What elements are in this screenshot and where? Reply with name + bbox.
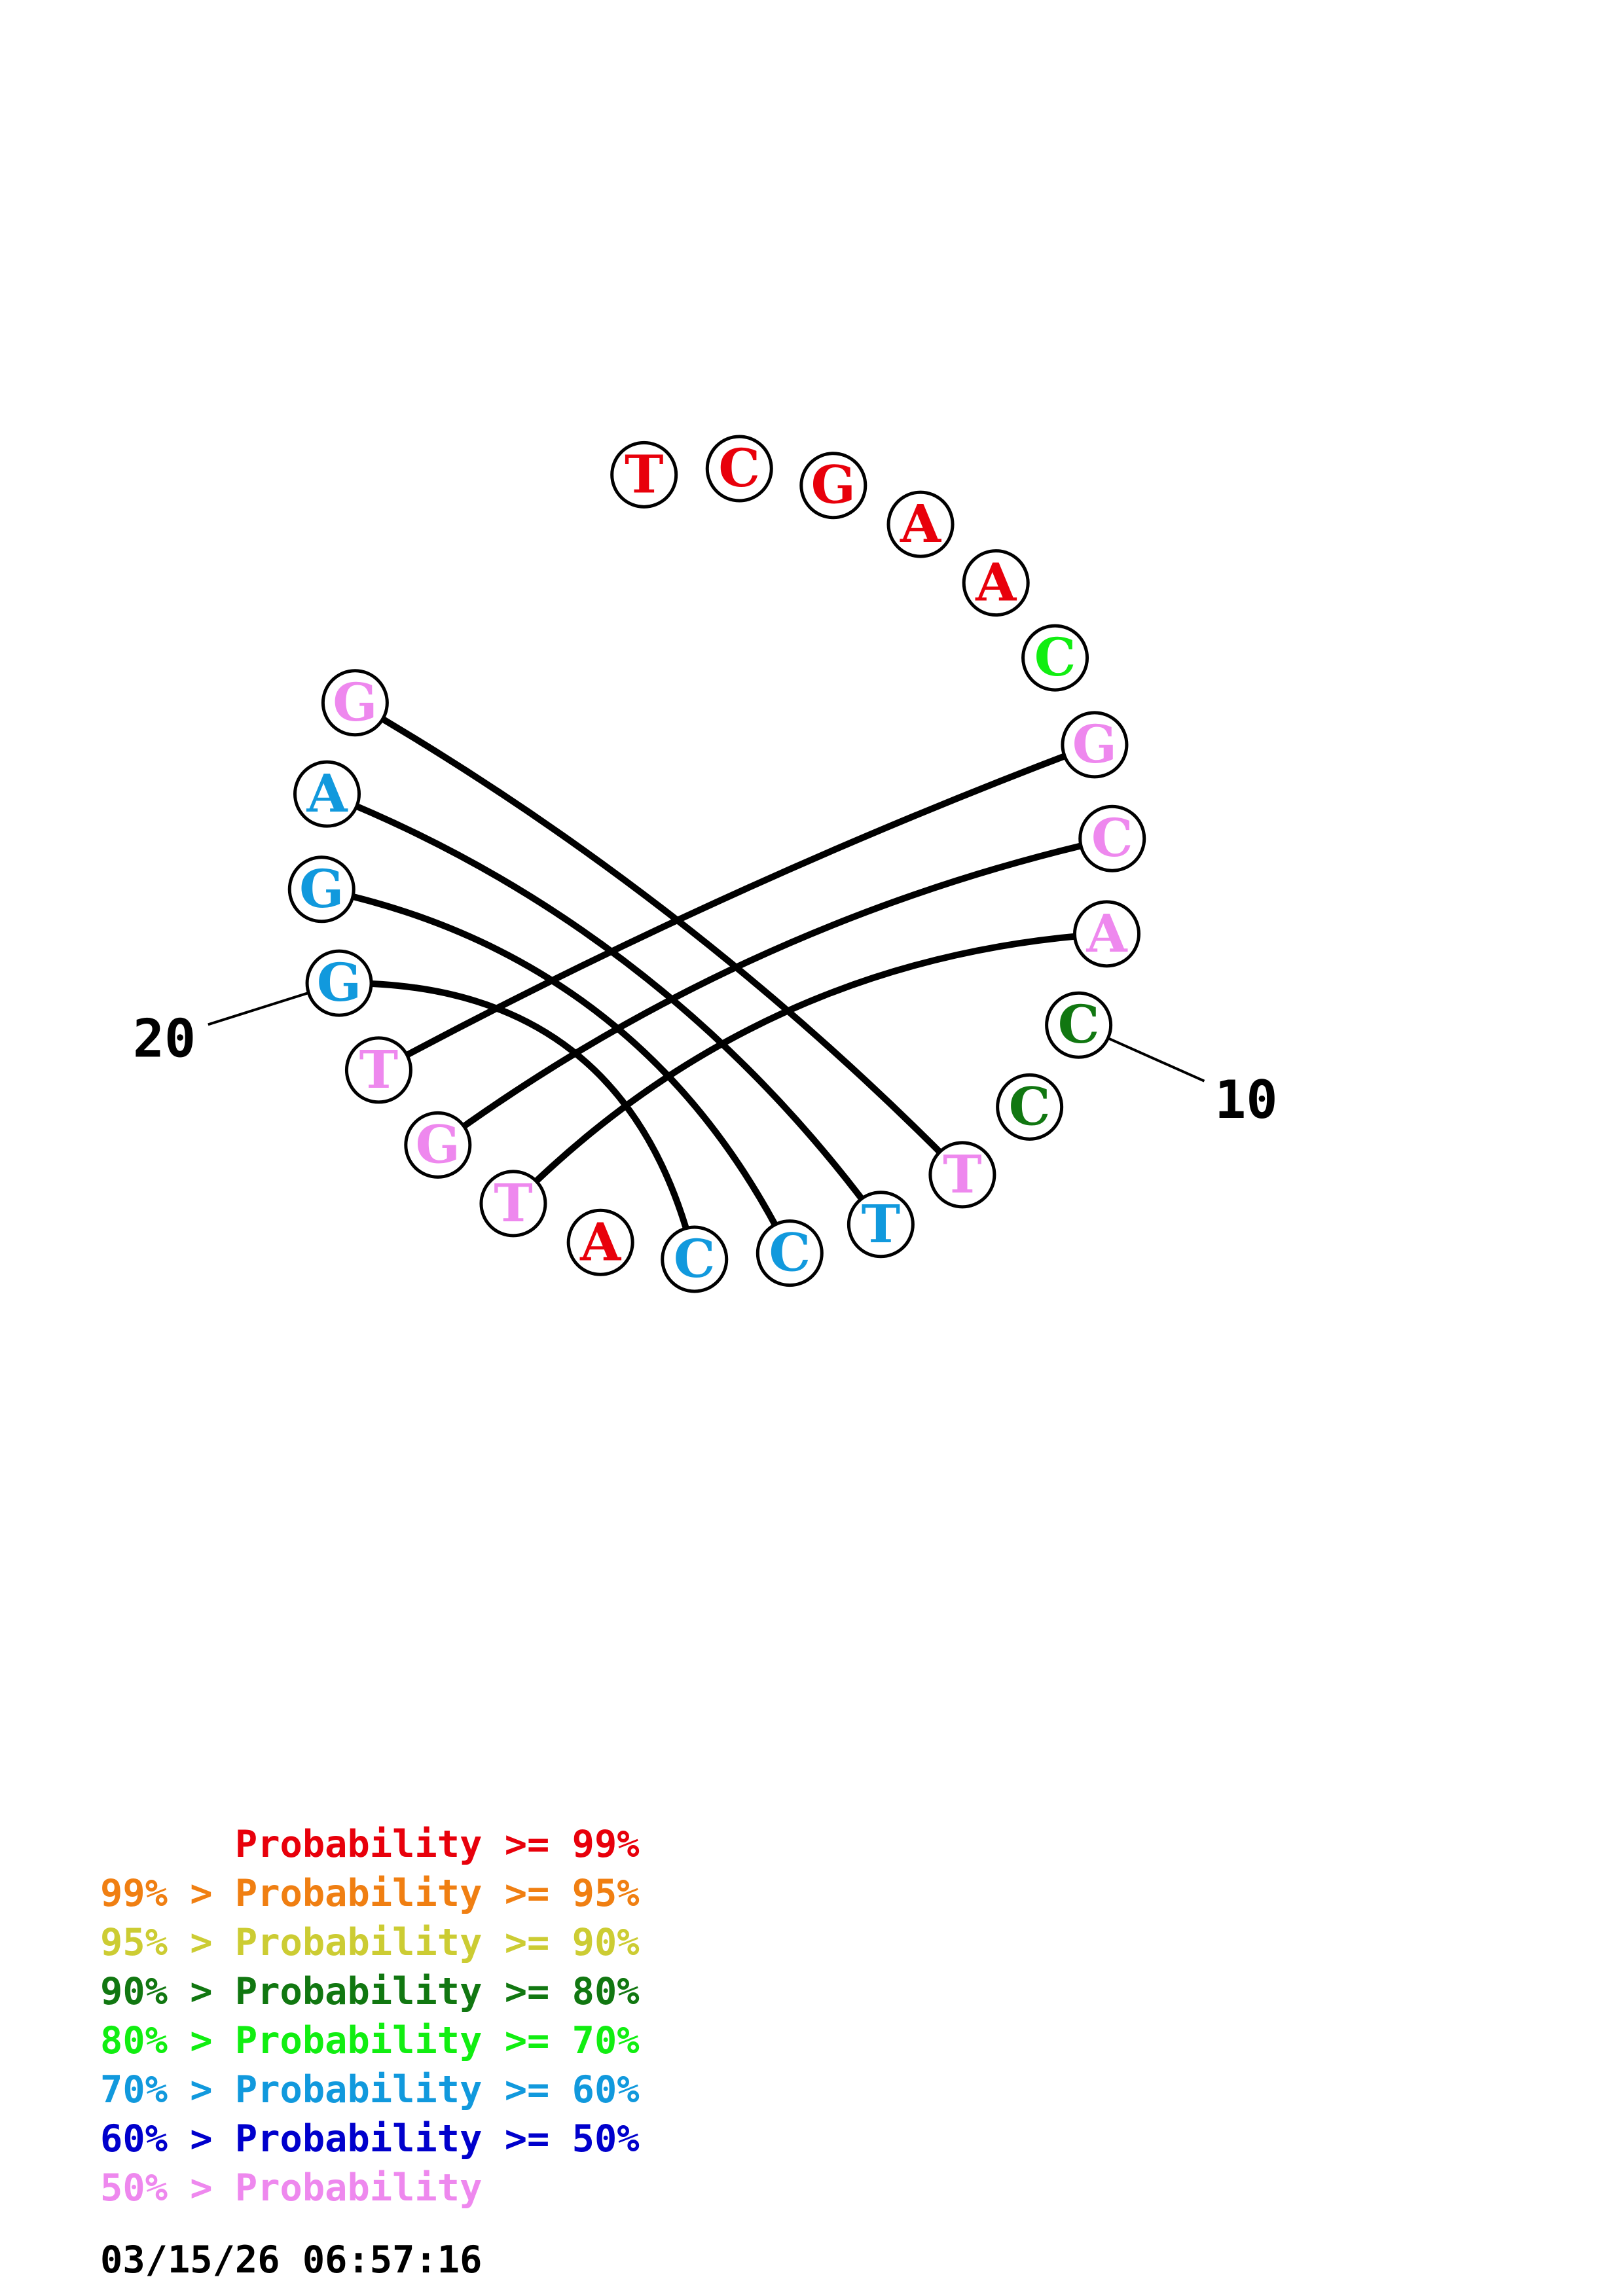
nucleotide-circle (479, 1170, 547, 1238)
pair-arc-14-21 (318, 886, 793, 1257)
nucleotide-circle (661, 1225, 729, 1293)
nucleotide-circle (1045, 991, 1113, 1059)
nucleotide-circle (321, 669, 389, 737)
nucleotide-17: T (479, 1170, 547, 1238)
nucleotide-10: C (1045, 991, 1113, 1059)
nucleotide-letter: G (416, 1113, 460, 1175)
timestamp: 03/15/26 06:57:16 (100, 2238, 482, 2282)
nucleotide-letter: T (943, 1143, 982, 1205)
nucleotide-20: G (305, 949, 373, 1017)
nucleotide-circle (344, 1036, 412, 1104)
nucleotide-letter: A (306, 762, 348, 824)
pair-arc-8-18 (434, 835, 1116, 1149)
nucleotide-circle (1061, 711, 1129, 779)
base-pair-arcs (318, 699, 1116, 1263)
nucleotide-letter: A (579, 1211, 621, 1272)
nucleotide-3: G (799, 452, 867, 520)
nucleotide-letter: G (1072, 713, 1117, 775)
nucleotide-circle (756, 1219, 824, 1287)
tick-line-10 (1107, 1037, 1205, 1083)
legend-line-2: 99% > Probability >= 95% (100, 1872, 640, 1915)
nucleotide-1: T (610, 440, 678, 509)
legend-line-7: 60% > Probability >= 50% (100, 2117, 640, 2161)
nucleotide-8: C (1078, 804, 1146, 872)
nucleotide-letter: C (674, 1228, 716, 1289)
nucleotide-letter: A (900, 493, 941, 554)
nucleotide-5: A (962, 549, 1030, 617)
tick-label-10: 10 (1214, 1069, 1277, 1130)
nucleotide-circle (305, 949, 373, 1017)
nucleotide-circle (293, 760, 361, 828)
nucleotide-letter: T (862, 1193, 901, 1255)
nucleotide-letter: C (718, 437, 760, 499)
legend-line-6: 70% > Probability >= 60% (100, 2068, 640, 2111)
nucleotide-18: G (404, 1111, 472, 1179)
nucleotide-letter: C (1034, 626, 1076, 688)
nucleotide-11: C (996, 1073, 1064, 1141)
nucleotide-circle (1078, 804, 1146, 872)
nucleotide-letter: T (494, 1172, 533, 1234)
pair-arc-12-23 (352, 699, 966, 1178)
nucleotide-letter: C (1009, 1075, 1051, 1137)
nucleotide-circle (799, 452, 867, 520)
nucleotide-circle (566, 1208, 634, 1276)
nucleotide-letter: G (317, 952, 361, 1013)
legend-line-5: 80% > Probability >= 70% (100, 2019, 640, 2062)
nucleotide-4: A (886, 490, 955, 558)
nucleotide-circle (610, 440, 678, 509)
nucleotide-circle (1072, 900, 1140, 968)
tick-line-20 (208, 992, 309, 1026)
nucleotide-letter: C (1091, 807, 1133, 869)
legend-line-1: Probability >= 99% (100, 1823, 640, 1866)
nucleotide-circle (962, 549, 1030, 617)
nucleotide-circle (996, 1073, 1064, 1141)
nucleotide-circle (404, 1111, 472, 1179)
nucleotide-letter: A (1085, 903, 1127, 964)
legend-line-4: 90% > Probability >= 80% (100, 1970, 640, 2013)
nucleotide-22: A (293, 760, 361, 828)
nucleotide-letter: C (769, 1222, 811, 1283)
nucleotide-15: C (661, 1225, 729, 1293)
pair-arc-9-17 (509, 930, 1110, 1207)
nucleotide-letter: A (975, 552, 1017, 613)
nucleotide-circle (705, 435, 773, 503)
legend-line-3: 95% > Probability >= 90% (100, 1921, 640, 1964)
nucleotide-circle (1021, 624, 1089, 692)
nucleotide-letter: G (299, 858, 344, 920)
probability-legend: Probability >= 99% 99% > Probability >= 9… (100, 1823, 640, 2210)
nucleotide-13: T (847, 1191, 915, 1259)
nucleotide-circle (886, 490, 955, 558)
pair-arc-15-20 (336, 980, 698, 1263)
nucleotide-letter: C (1058, 994, 1100, 1055)
position-ticks: 10 20 (133, 992, 1278, 1130)
nucleotide-letter: T (625, 443, 664, 505)
nucleotide-12: T (928, 1141, 996, 1209)
nucleotide-circle (847, 1191, 915, 1259)
nucleotide-14: C (756, 1219, 824, 1287)
pair-arc-13-22 (323, 791, 884, 1228)
tick-label-20: 20 (133, 1008, 196, 1069)
nucleotide-letter: G (333, 672, 377, 733)
nucleotide-letter: T (359, 1039, 399, 1100)
nucleotide-19: T (344, 1036, 412, 1104)
nucleotide-7: G (1061, 711, 1129, 779)
pair-arc-7-19 (375, 741, 1098, 1073)
nucleotide-circle (928, 1141, 996, 1209)
nucleotide-9: A (1072, 900, 1140, 968)
nucleotide-21: G (287, 855, 356, 924)
nucleotide-2: C (705, 435, 773, 503)
nucleotide-circle (287, 855, 356, 924)
legend-line-8: 50% > Probability (100, 2166, 482, 2210)
nucleotide-letter: G (811, 454, 856, 516)
nucleotide-23: G (321, 669, 389, 737)
nucleotide-16: A (566, 1208, 634, 1276)
nucleotide-6: C (1021, 624, 1089, 692)
